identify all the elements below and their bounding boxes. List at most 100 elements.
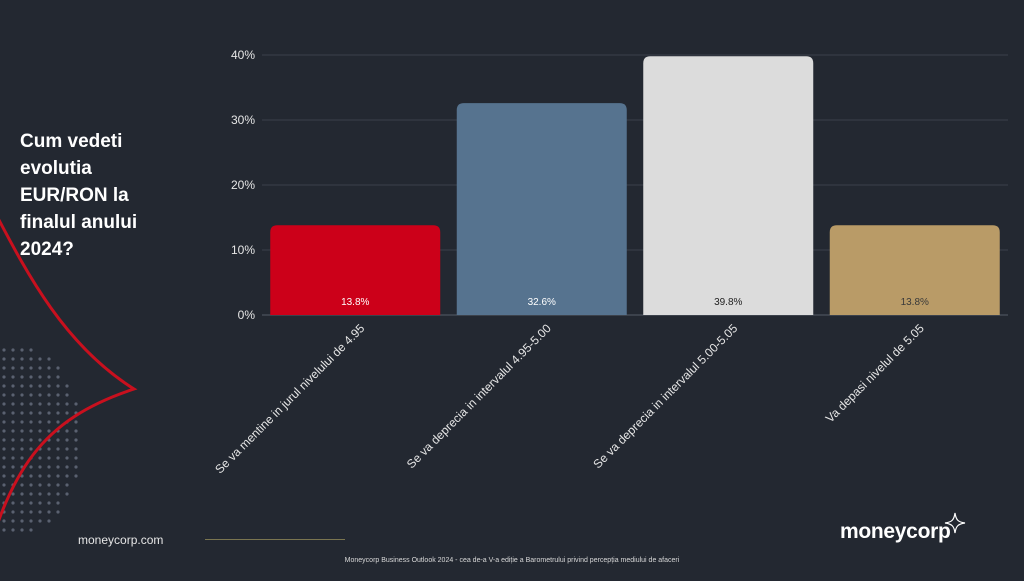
pattern-dot bbox=[65, 465, 69, 469]
x-category-label: Se va mentine in jurul nivelului de 4.95 bbox=[212, 321, 367, 476]
pattern-dot bbox=[11, 501, 15, 505]
divider-line bbox=[205, 539, 345, 540]
pattern-dot bbox=[11, 510, 15, 514]
pattern-dot bbox=[2, 402, 6, 406]
pattern-dot bbox=[20, 492, 24, 496]
pattern-dot bbox=[47, 447, 51, 451]
pattern-dot bbox=[2, 375, 6, 379]
pattern-dot bbox=[38, 456, 42, 460]
pattern-dot bbox=[38, 384, 42, 388]
pattern-dot bbox=[2, 483, 6, 487]
pattern-dot bbox=[74, 402, 78, 406]
pattern-dot bbox=[11, 447, 15, 451]
pattern-dot bbox=[2, 456, 6, 460]
pattern-dot bbox=[29, 357, 33, 361]
bar bbox=[643, 56, 814, 316]
pattern-dot bbox=[47, 492, 51, 496]
pattern-dot bbox=[38, 411, 42, 415]
pattern-dot bbox=[38, 519, 42, 523]
pattern-dot bbox=[47, 420, 51, 424]
bar bbox=[829, 225, 1000, 315]
pattern-dot bbox=[56, 447, 60, 451]
pattern-dot bbox=[74, 447, 78, 451]
pattern-dot bbox=[29, 519, 33, 523]
pattern-dot bbox=[74, 429, 78, 433]
pattern-dot bbox=[11, 429, 15, 433]
pattern-dot bbox=[38, 438, 42, 442]
pattern-dot bbox=[11, 402, 15, 406]
y-tick-label: 30% bbox=[231, 113, 255, 127]
pattern-dot bbox=[47, 519, 51, 523]
pattern-dot bbox=[29, 384, 33, 388]
pattern-dot bbox=[65, 447, 69, 451]
pattern-dot bbox=[56, 375, 60, 379]
pattern-dot bbox=[29, 492, 33, 496]
pattern-dot bbox=[11, 492, 15, 496]
pattern-dot bbox=[11, 456, 15, 460]
pattern-dot bbox=[11, 366, 15, 370]
pattern-dot bbox=[65, 456, 69, 460]
pattern-dot bbox=[29, 411, 33, 415]
pattern-dot bbox=[47, 357, 51, 361]
pattern-dot bbox=[38, 483, 42, 487]
pattern-dot bbox=[56, 483, 60, 487]
pattern-dot bbox=[65, 474, 69, 478]
pattern-dot bbox=[65, 429, 69, 433]
sparkle-icon bbox=[944, 512, 966, 534]
pattern-dot bbox=[20, 447, 24, 451]
pattern-dot bbox=[47, 483, 51, 487]
pattern-dot bbox=[11, 438, 15, 442]
pattern-dot bbox=[11, 357, 15, 361]
data-label: 39.8% bbox=[714, 297, 742, 308]
pattern-dot bbox=[11, 465, 15, 469]
pattern-dot bbox=[47, 510, 51, 514]
pattern-dot bbox=[38, 429, 42, 433]
bar bbox=[456, 103, 627, 315]
pattern-dot bbox=[38, 420, 42, 424]
pattern-dot bbox=[2, 420, 6, 424]
pattern-dot bbox=[20, 528, 24, 532]
y-tick-label: 40% bbox=[231, 48, 255, 62]
pattern-dot bbox=[47, 402, 51, 406]
pattern-dot bbox=[56, 492, 60, 496]
pattern-dot bbox=[38, 402, 42, 406]
pattern-dot bbox=[65, 384, 69, 388]
pattern-dot bbox=[29, 348, 33, 352]
website-link[interactable]: moneycorp.com bbox=[78, 533, 164, 547]
pattern-dot bbox=[2, 366, 6, 370]
pattern-dot bbox=[2, 528, 6, 532]
footer-note: Moneycorp Business Outlook 2024 - cea de… bbox=[344, 557, 680, 564]
pattern-dot bbox=[56, 438, 60, 442]
pattern-dot bbox=[2, 384, 6, 388]
data-label: 13.8% bbox=[901, 297, 929, 308]
moneycorp-logo: moneycorp bbox=[840, 520, 951, 543]
pattern-dot bbox=[11, 348, 15, 352]
pattern-dot bbox=[2, 474, 6, 478]
data-label: 13.8% bbox=[341, 297, 369, 308]
pattern-dot bbox=[56, 384, 60, 388]
pattern-dot bbox=[20, 483, 24, 487]
question-title: Cum vedeti evolutia EUR/RON la finalul a… bbox=[20, 131, 138, 260]
pattern-dot bbox=[56, 510, 60, 514]
pattern-dot bbox=[11, 411, 15, 415]
pattern-dot bbox=[2, 438, 6, 442]
pattern-dot bbox=[47, 474, 51, 478]
pattern-dot bbox=[29, 429, 33, 433]
pattern-dot bbox=[38, 393, 42, 397]
pattern-dot bbox=[47, 384, 51, 388]
x-category-label: Va depasi nivelul de 5.05 bbox=[823, 321, 927, 425]
pattern-dot bbox=[2, 492, 6, 496]
pattern-dot bbox=[29, 465, 33, 469]
pattern-dot bbox=[20, 438, 24, 442]
pattern-dot bbox=[2, 519, 6, 523]
pattern-dot bbox=[56, 501, 60, 505]
pattern-dot bbox=[29, 393, 33, 397]
pattern-dot bbox=[2, 465, 6, 469]
pattern-dot bbox=[47, 411, 51, 415]
pattern-dot bbox=[11, 474, 15, 478]
pattern-dot bbox=[29, 510, 33, 514]
pattern-dot bbox=[2, 393, 6, 397]
pattern-dot bbox=[38, 366, 42, 370]
pattern-dot bbox=[65, 438, 69, 442]
